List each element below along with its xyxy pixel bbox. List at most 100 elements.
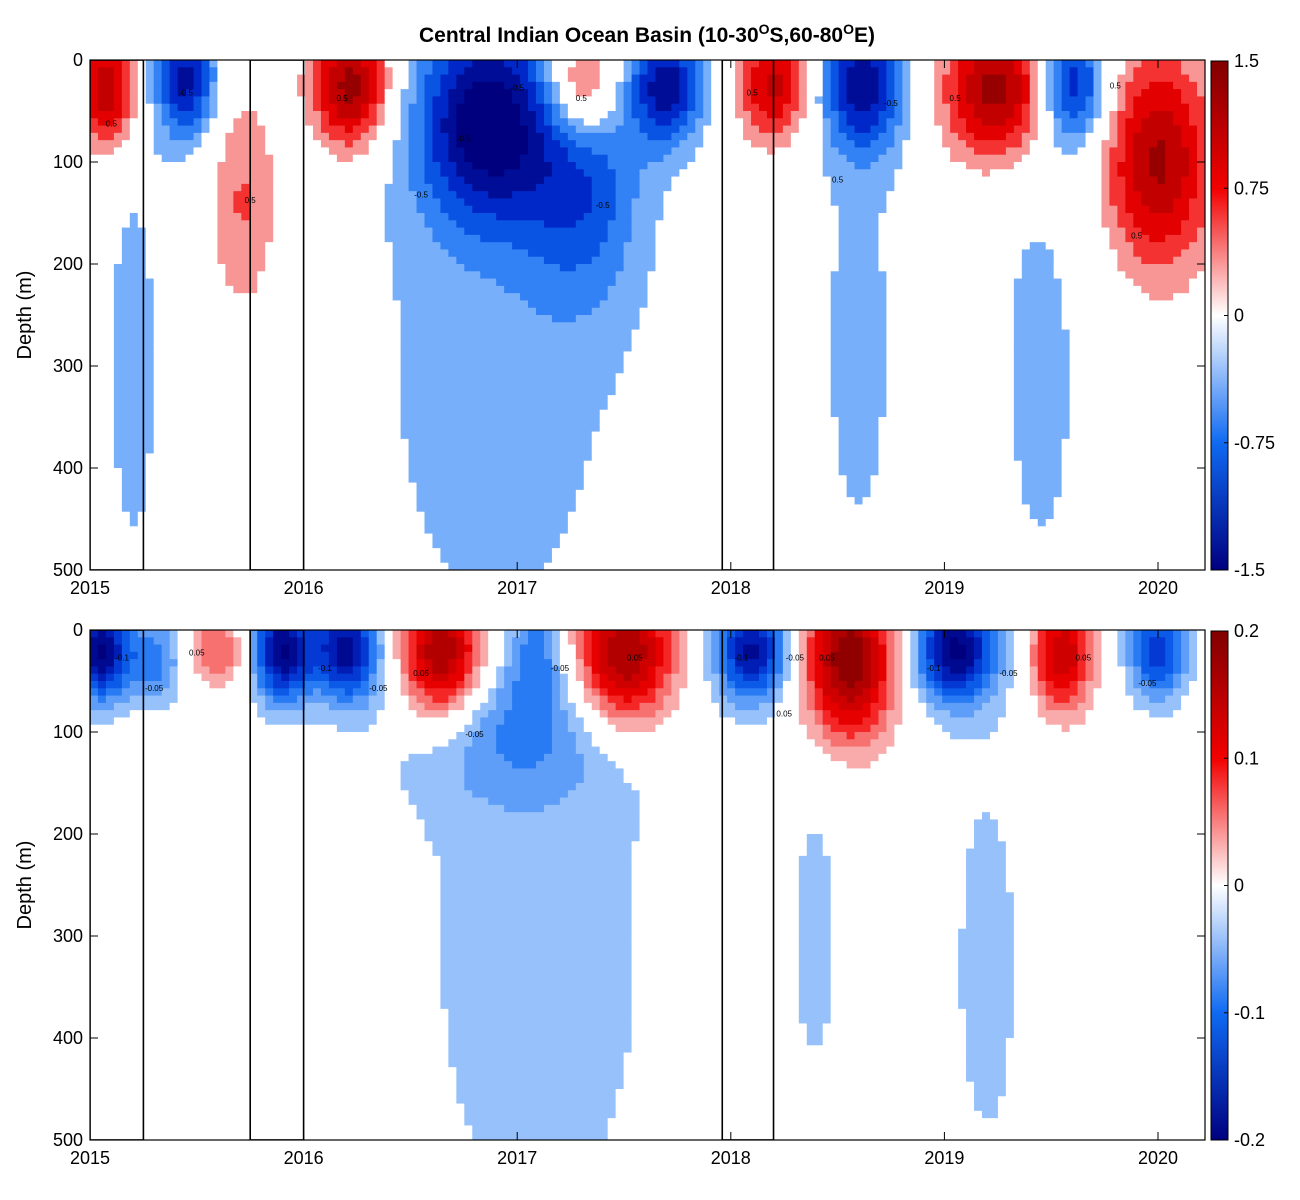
field-cell [655,81,665,90]
field-cell [607,540,617,549]
field-cell [528,562,537,570]
field-cell [233,111,242,119]
field-cell [281,453,290,462]
field-cell [551,533,561,542]
field-cell [313,438,322,447]
field-cell [551,366,561,374]
field-cell [472,271,481,280]
field-cell [528,315,537,323]
field-cell [368,460,378,469]
field-cell [384,475,394,484]
field-cell [400,256,410,265]
field-cell [113,242,123,251]
field-cell [536,329,545,338]
field-cell [599,264,609,272]
field-cell [193,322,203,331]
field-cell [249,227,258,236]
field-cell [169,103,179,112]
field-cell [424,125,434,134]
field-cell [145,176,155,185]
field-cell [313,169,322,178]
field-cell [313,344,322,353]
field-cell [512,468,521,476]
field-cell [551,132,561,141]
field-cell [169,227,179,236]
field-cell [575,351,585,360]
field-cell [328,154,338,163]
field-cell [297,67,306,76]
field-cell [520,417,529,425]
field-cell [623,417,633,425]
field-cell [313,475,322,484]
field-cell [440,504,449,513]
field-cell [233,81,242,90]
field-cell [121,169,131,178]
field-cell [233,307,242,316]
field-cell [448,460,457,469]
field-cell [488,132,497,141]
field-cell [328,489,338,498]
field-cell [472,511,481,520]
field-cell [153,132,163,141]
field-cell [520,366,529,374]
field-cell [177,446,187,455]
field-cell [615,540,625,549]
field-cell [313,373,322,382]
field-cell [591,555,601,564]
field-cell [583,147,593,156]
field-cell [344,256,354,265]
field-cell [336,366,346,374]
field-cell [392,285,402,294]
field-cell [392,395,402,404]
field-cell [97,213,107,221]
field-cell [559,504,569,513]
field-cell [153,526,163,535]
field-cell [177,468,187,476]
field-cell [496,315,505,323]
field-cell [575,438,585,447]
field-cell [607,446,617,455]
field-cell [169,366,179,374]
field-cell [249,395,258,404]
field-cell [305,140,314,149]
field-cell [488,89,497,98]
field-cell [145,111,155,119]
field-cell [456,293,465,302]
field-cell [305,482,314,491]
field-cell [352,264,362,272]
field-cell [320,264,330,272]
field-cell [631,300,641,309]
field-cell [313,300,322,309]
field-cell [169,373,179,382]
field-cell [424,497,434,506]
field-cell [456,511,465,520]
field-cell [583,475,593,484]
field-cell [90,438,99,447]
field-cell [217,154,226,163]
field-cell [169,540,179,549]
field-cell [567,300,577,309]
field-cell [528,74,537,83]
field-cell [217,227,226,236]
field-cell [129,548,139,557]
field-cell [496,562,505,570]
field-cell [456,242,465,251]
field-cell [504,67,513,76]
field-cell [440,373,449,382]
field-cell [575,191,585,200]
field-cell [464,162,473,170]
field-cell [392,417,402,425]
field-cell [599,198,609,207]
field-cell [105,118,115,127]
field-cell [225,497,234,506]
field-cell [512,395,521,404]
field-cell [480,322,489,331]
field-cell [368,511,378,520]
field-cell [169,475,179,484]
field-cell [400,67,410,76]
field-cell [328,67,338,76]
field-cell [623,438,633,447]
field-cell [281,468,290,476]
field-cell [153,366,163,374]
field-cell [368,191,378,200]
